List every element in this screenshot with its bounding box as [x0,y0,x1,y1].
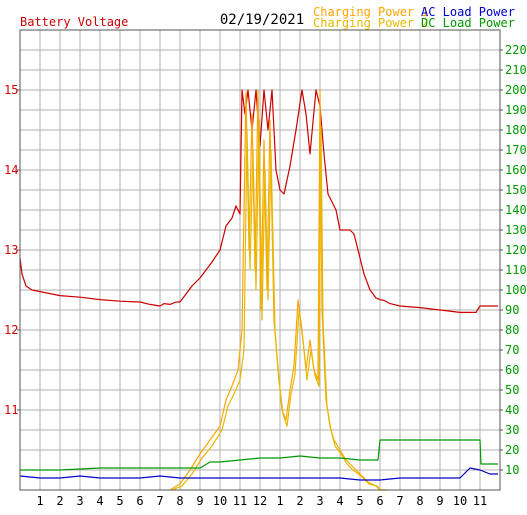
y-right-tick-label: 180 [505,123,527,137]
plot-border [19,29,501,491]
y-right-tick-label: 120 [505,243,527,257]
y-right-tick-label: 200 [505,83,527,97]
y-right-tick-label: 170 [505,143,527,157]
x-tick-label: 2 [56,494,63,508]
y-right-tick-label: 110 [505,263,527,277]
x-tick-label: 8 [176,494,183,508]
grid [20,30,500,490]
legend-charging-power-2: Charging Power 2 [313,16,429,30]
chart-date: 02/19/2021 [220,12,304,28]
x-tick-label: 3 [76,494,83,508]
x-tick-label: 11 [473,494,487,508]
y-left-tick-label: 13 [4,243,18,257]
x-tick-label: 2 [296,494,303,508]
y-right-tick-label: 70 [505,343,519,357]
y-right-tick-label: 130 [505,223,527,237]
y-right-tick-label: 160 [505,163,527,177]
y-right-tick-label: 20 [505,443,519,457]
x-tick-label: 8 [416,494,423,508]
x-tick-label: 11 [233,494,247,508]
y-left-tick-label: 15 [4,83,18,97]
y-right-tick-label: 60 [505,363,519,377]
y-right-tick-label: 90 [505,303,519,317]
y-right-tick-label: 50 [505,383,519,397]
series-charging-power-1 [169,89,386,491]
legend-battery-voltage: Battery Voltage [20,15,128,29]
axes: 1 2 3 4 5 6 7 8 9 10 11 12 1 2 3 4 5 6 7 8 9 10 11111213141510… [4,43,527,508]
x-tick-label: 7 [396,494,403,508]
y-right-tick-label: 190 [505,103,527,117]
x-tick-label: 4 [96,494,103,508]
series-dc-load-power [20,439,498,471]
x-tick-label: 4 [336,494,343,508]
x-tick-label: 10 [453,494,467,508]
legend-dc-load-power: DC Load Power [421,16,515,30]
y-right-tick-label: 10 [505,463,519,477]
x-tick-label: 5 [356,494,363,508]
x-tick-label: 6 [136,494,143,508]
y-left-tick-label: 12 [4,323,18,337]
series-charging-power-2 [171,119,387,491]
y-right-tick-label: 30 [505,423,519,437]
x-tick-label: 6 [376,494,383,508]
y-right-tick-label: 140 [505,203,527,217]
y-right-tick-label: 40 [505,403,519,417]
x-tick-label: 9 [436,494,443,508]
series-battery-voltage [19,89,498,313]
x-tick-label: 12 [253,494,267,508]
x-tick-label: 3 [316,494,323,508]
y-left-tick-label: 11 [4,403,18,417]
y-right-tick-label: 80 [505,323,519,337]
y-right-tick-label: 100 [505,283,527,297]
x-tick-label: 9 [196,494,203,508]
series-ac-load-power [19,467,498,481]
y-right-tick-label: 220 [505,43,527,57]
x-tick-label: 10 [213,494,227,508]
y-right-tick-label: 210 [505,63,527,77]
x-tick-label: 7 [156,494,163,508]
legend-ac-load-power: AC Load Power [421,5,515,19]
x-tick-label: 1 [276,494,283,508]
y-right-tick-label: 150 [505,183,527,197]
y-left-tick-label: 14 [4,163,18,177]
legend-charging-power-1: Charging Power 1 [313,5,429,19]
series-layer [19,89,498,491]
x-tick-label: 1 [36,494,43,508]
x-tick-label: 5 [116,494,123,508]
